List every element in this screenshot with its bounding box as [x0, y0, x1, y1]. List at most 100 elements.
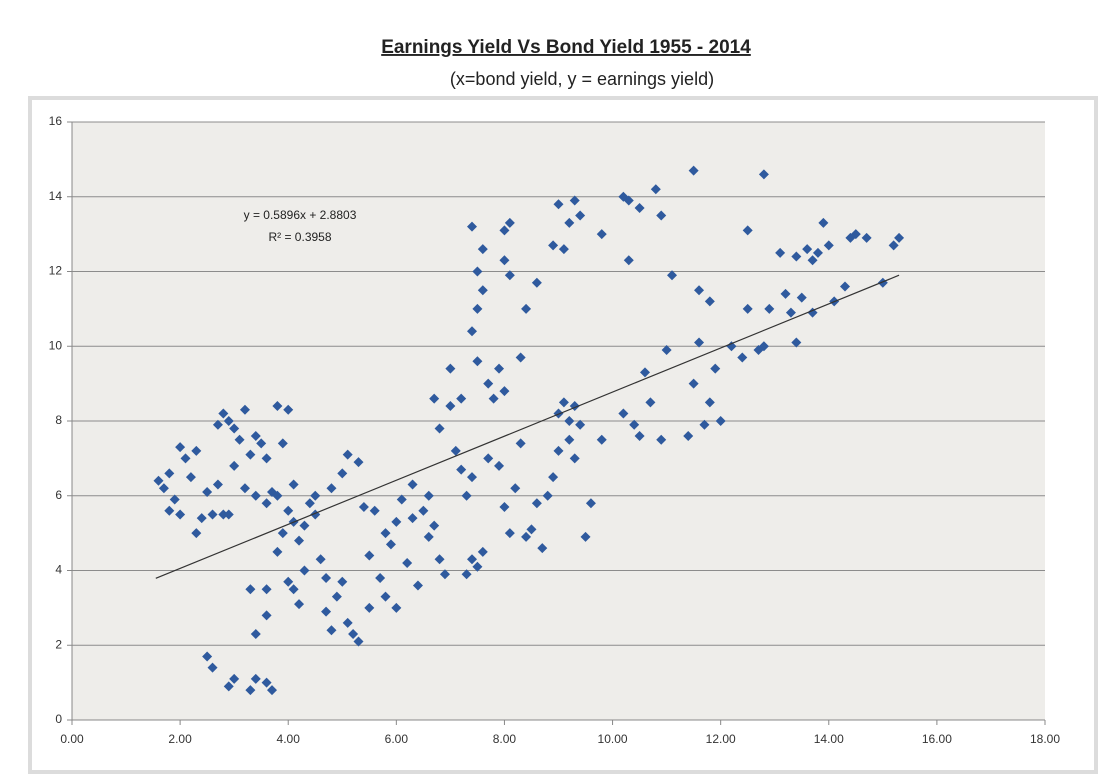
scatter-point [342, 449, 353, 460]
scatter-point [656, 210, 667, 221]
scatter-point [250, 629, 261, 640]
scatter-point [434, 554, 445, 565]
scatter-point [375, 572, 386, 583]
scatter-point [818, 217, 829, 228]
scatter-point [699, 419, 710, 430]
scatter-point [494, 460, 505, 471]
trend-equation: y = 0.5896x + 2.8803 [244, 208, 357, 222]
scatter-point [796, 292, 807, 303]
scatter-point [812, 247, 823, 258]
scatter-point [704, 397, 715, 408]
scatter-point [558, 397, 569, 408]
x-tick-label: 0.00 [60, 732, 84, 746]
scatter-point [396, 494, 407, 505]
scatter-point [467, 326, 478, 337]
scatter-point [294, 535, 305, 546]
scatter-point [656, 434, 667, 445]
scatter-point [726, 341, 737, 352]
scatter-point [483, 453, 494, 464]
y-tick-label: 14 [49, 189, 63, 203]
y-tick-label: 6 [55, 488, 62, 502]
x-tick-label: 8.00 [493, 732, 517, 746]
scatter-point [380, 591, 391, 602]
scatter-point [823, 240, 834, 251]
scatter-point [353, 457, 364, 468]
scatter-point [504, 528, 515, 539]
scatter-point [175, 509, 186, 520]
scatter-point [412, 580, 423, 591]
scatter-point [223, 416, 234, 426]
scatter-point [715, 416, 726, 426]
scatter-point [434, 423, 445, 434]
scatter-point [239, 483, 250, 494]
scatter-point [596, 229, 607, 240]
x-tick-label: 14.00 [814, 732, 844, 746]
scatter-point [348, 629, 359, 640]
scatter-point [531, 498, 542, 509]
scatter-point [515, 352, 526, 363]
scatter-point [548, 472, 559, 483]
scatter-point [802, 244, 813, 255]
scatter-point [569, 453, 580, 464]
scatter-point [667, 270, 678, 281]
scatter-point [407, 479, 418, 490]
scatter-point [575, 210, 586, 221]
scatter-point [283, 505, 294, 516]
y-tick-label: 16 [49, 114, 63, 128]
scatter-point [564, 434, 575, 445]
scatter-point [164, 468, 175, 479]
scatter-point [364, 602, 375, 613]
x-tick-label: 16.00 [922, 732, 952, 746]
scatter-point [521, 531, 532, 542]
scatter-point [423, 490, 434, 501]
y-tick-label: 4 [55, 563, 62, 577]
scatter-point [245, 449, 256, 460]
x-tick-label: 12.00 [706, 732, 736, 746]
scatter-point [223, 681, 234, 692]
scatter-point [456, 393, 467, 404]
scatter-point [894, 232, 905, 243]
scatter-point [791, 251, 802, 262]
scatter-point [634, 202, 645, 213]
scatter-point [515, 438, 526, 449]
scatter-point [315, 554, 326, 565]
scatter-point [445, 401, 456, 412]
scatter-point [553, 199, 564, 210]
scatter-point [839, 281, 850, 292]
scatter-point [326, 625, 337, 636]
scatter-point [477, 546, 488, 557]
scatter-point [202, 487, 213, 498]
scatter-point [780, 288, 791, 299]
scatter-point [299, 520, 310, 531]
scatter-point [596, 434, 607, 445]
scatter-point [202, 651, 213, 662]
scatter-point [618, 408, 629, 419]
scatter-point [391, 602, 402, 613]
scatter-point [407, 513, 418, 524]
scatter-point [467, 472, 478, 483]
scatter-point [261, 584, 272, 595]
scatter-point [261, 610, 272, 621]
scatter-point [261, 498, 272, 509]
scatter-point [494, 363, 505, 374]
scatter-point [337, 576, 348, 587]
scatter-point [169, 494, 180, 505]
scatter-point [623, 195, 634, 206]
scatter-point [807, 255, 818, 266]
scatter-point [277, 438, 288, 449]
scatter-point [267, 685, 278, 696]
scatter-point [364, 550, 375, 561]
scatter-point [331, 591, 342, 602]
scatter-point [250, 490, 261, 501]
y-tick-label: 12 [49, 264, 63, 278]
y-tick-label: 2 [55, 637, 62, 651]
scatter-point [439, 569, 450, 580]
scatter-point [499, 225, 510, 236]
scatter-point [461, 490, 472, 501]
scatter-point [585, 498, 596, 509]
scatter-point [488, 393, 499, 404]
scatter-point [223, 509, 234, 520]
scatter-point [537, 543, 548, 554]
